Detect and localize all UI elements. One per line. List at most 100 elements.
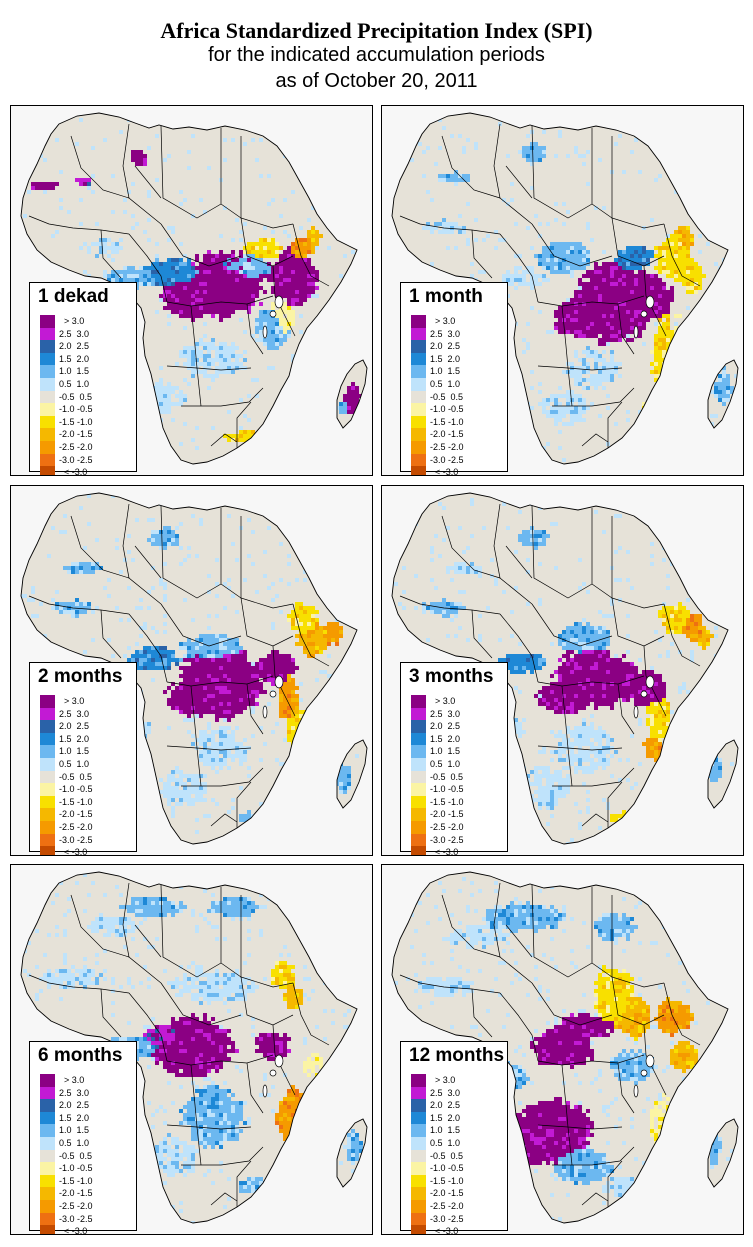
legend-swatch (40, 783, 55, 796)
legend-swatch (411, 1111, 426, 1125)
legend-row: 1.5 2.0 (411, 352, 503, 366)
legend-label: 2.0 2.5 (430, 1100, 461, 1111)
panel-6-months: 6 months > 3.0 2.5 3.0 2.0 2.5 1.5 2.0 1.0 1… (10, 864, 373, 1235)
lake (645, 675, 655, 689)
legend-row: < -3.0 (411, 1225, 503, 1235)
page-title: Africa Standardized Precipitation Index … (160, 18, 593, 43)
legend-label: -1.5 -1.0 (430, 796, 464, 807)
legend-swatch (411, 428, 426, 441)
legend-label: -0.5 0.5 (59, 1150, 93, 1161)
legend-label: 1.0 1.5 (59, 366, 90, 377)
legend-swatch (411, 1124, 426, 1137)
legend-swatch (40, 1111, 55, 1125)
legend-label: 1.5 2.0 (59, 353, 90, 364)
legend-swatch (40, 340, 55, 353)
legend-swatch (40, 820, 55, 834)
legend-label: -2.5 -2.0 (59, 821, 93, 832)
africa-map (20, 112, 368, 465)
coastline (20, 112, 368, 465)
legend-label: -1.5 -1.0 (430, 1175, 464, 1186)
legend-row: -2.5 -2.0 (411, 440, 503, 454)
legend-swatch (411, 1086, 426, 1100)
legend-swatch (411, 315, 426, 328)
legend-row: 1.0 1.5 (411, 365, 503, 378)
legend-label: 1.5 2.0 (59, 733, 90, 744)
legend-row: 0.5 1.0 (40, 1136, 132, 1150)
legend-swatch (411, 745, 426, 758)
legend-row: 1.0 1.5 (40, 745, 132, 758)
legend-row: -3.0 -2.5 (411, 833, 503, 847)
legend-label: 1.0 1.5 (59, 1125, 90, 1136)
legend-row: -2.0 -1.5 (411, 808, 503, 821)
legend-row: 0.5 1.0 (411, 1136, 503, 1150)
legend-label: -2.5 -2.0 (430, 821, 464, 832)
legend-row: -3.0 -2.5 (411, 453, 503, 467)
legend-swatch (40, 1199, 55, 1213)
lake (262, 1084, 268, 1098)
legend-row: 1.0 1.5 (411, 1124, 503, 1137)
lake (262, 325, 268, 339)
lake (633, 325, 639, 339)
legend-row: 2.5 3.0 (40, 327, 132, 341)
legend-label: -1.0 -0.5 (430, 404, 464, 415)
legend-box: 2 months > 3.0 2.5 3.0 2.0 2.5 1.5 2.0 1.0 1… (29, 662, 137, 855)
lake (645, 295, 655, 309)
panel-3-months: 3 months > 3.0 2.5 3.0 2.0 2.5 1.5 2.0 1.0 1… (381, 485, 744, 856)
legend-row: 2.0 2.5 (411, 720, 503, 733)
legend-swatch (40, 327, 55, 341)
legend-row: -1.0 -0.5 (411, 403, 503, 416)
panel-2-months: 2 months > 3.0 2.5 3.0 2.0 2.5 1.5 2.0 1.0 1… (10, 485, 373, 856)
legend-row: > 3.0 (40, 315, 132, 328)
legend-swatch (40, 833, 55, 847)
legend-swatch (40, 428, 55, 441)
legend-row: 1.5 2.0 (40, 732, 132, 746)
legend-label: 1.0 1.5 (430, 746, 461, 757)
legend-row: -1.5 -1.0 (411, 415, 503, 429)
legend-row: -2.0 -1.5 (40, 428, 132, 441)
legend-row: 1.5 2.0 (40, 352, 132, 366)
legend-swatch (40, 707, 55, 721)
legend-row: -0.5 0.5 (40, 1149, 132, 1163)
legend-swatch (411, 340, 426, 353)
legend-row: > 3.0 (411, 695, 503, 708)
legend-rows: > 3.0 2.5 3.0 2.0 2.5 1.5 2.0 1.0 1.5 0.5 1.0… (40, 315, 132, 475)
legend-swatch (40, 352, 55, 366)
legend-swatch (411, 390, 426, 404)
legend-swatch (411, 833, 426, 847)
legend-row: -3.0 -2.5 (40, 833, 132, 847)
legend-row: -2.5 -2.0 (40, 820, 132, 834)
lake (640, 690, 648, 698)
legend-swatch (411, 1199, 426, 1213)
lake (274, 1054, 284, 1068)
legend-rows: > 3.0 2.5 3.0 2.0 2.5 1.5 2.0 1.0 1.5 0.5 1.0… (411, 695, 503, 855)
legend-swatch (40, 1162, 55, 1175)
legend-box: 1 dekad > 3.0 2.5 3.0 2.0 2.5 1.5 2.0 1.0 1.… (29, 282, 137, 475)
legend-row: > 3.0 (40, 1074, 132, 1087)
legend-swatch (40, 1086, 55, 1100)
legend-rows: > 3.0 2.5 3.0 2.0 2.5 1.5 2.0 1.0 1.5 0.5 1.0… (411, 315, 503, 475)
legend-swatch (411, 820, 426, 834)
legend-row: 2.5 3.0 (411, 707, 503, 721)
legend-label: -1.0 -0.5 (59, 784, 93, 795)
legend-label: < -3.0 (430, 1226, 459, 1235)
legend-row: 1.0 1.5 (411, 745, 503, 758)
legend-label: -2.0 -1.5 (59, 809, 93, 820)
country-borders (28, 882, 330, 1207)
coastline (391, 112, 739, 465)
legend-swatch (40, 745, 55, 758)
legend-swatch (40, 1225, 55, 1234)
legend-row: -3.0 -2.5 (40, 1212, 132, 1226)
legend-swatch (411, 453, 426, 467)
legend-swatch (40, 440, 55, 454)
legend-row: -2.0 -1.5 (40, 1187, 132, 1200)
legend-label: 0.5 1.0 (430, 378, 461, 389)
country-borders (28, 503, 330, 828)
legend-label: -2.5 -2.0 (59, 441, 93, 452)
legend-label: 2.0 2.5 (59, 721, 90, 732)
legend-swatch (411, 770, 426, 784)
lake (645, 1054, 655, 1068)
legend-row: < -3.0 (411, 466, 503, 475)
lake (633, 705, 639, 719)
legend-label: -2.5 -2.0 (430, 1200, 464, 1211)
legend-swatch (40, 1187, 55, 1200)
